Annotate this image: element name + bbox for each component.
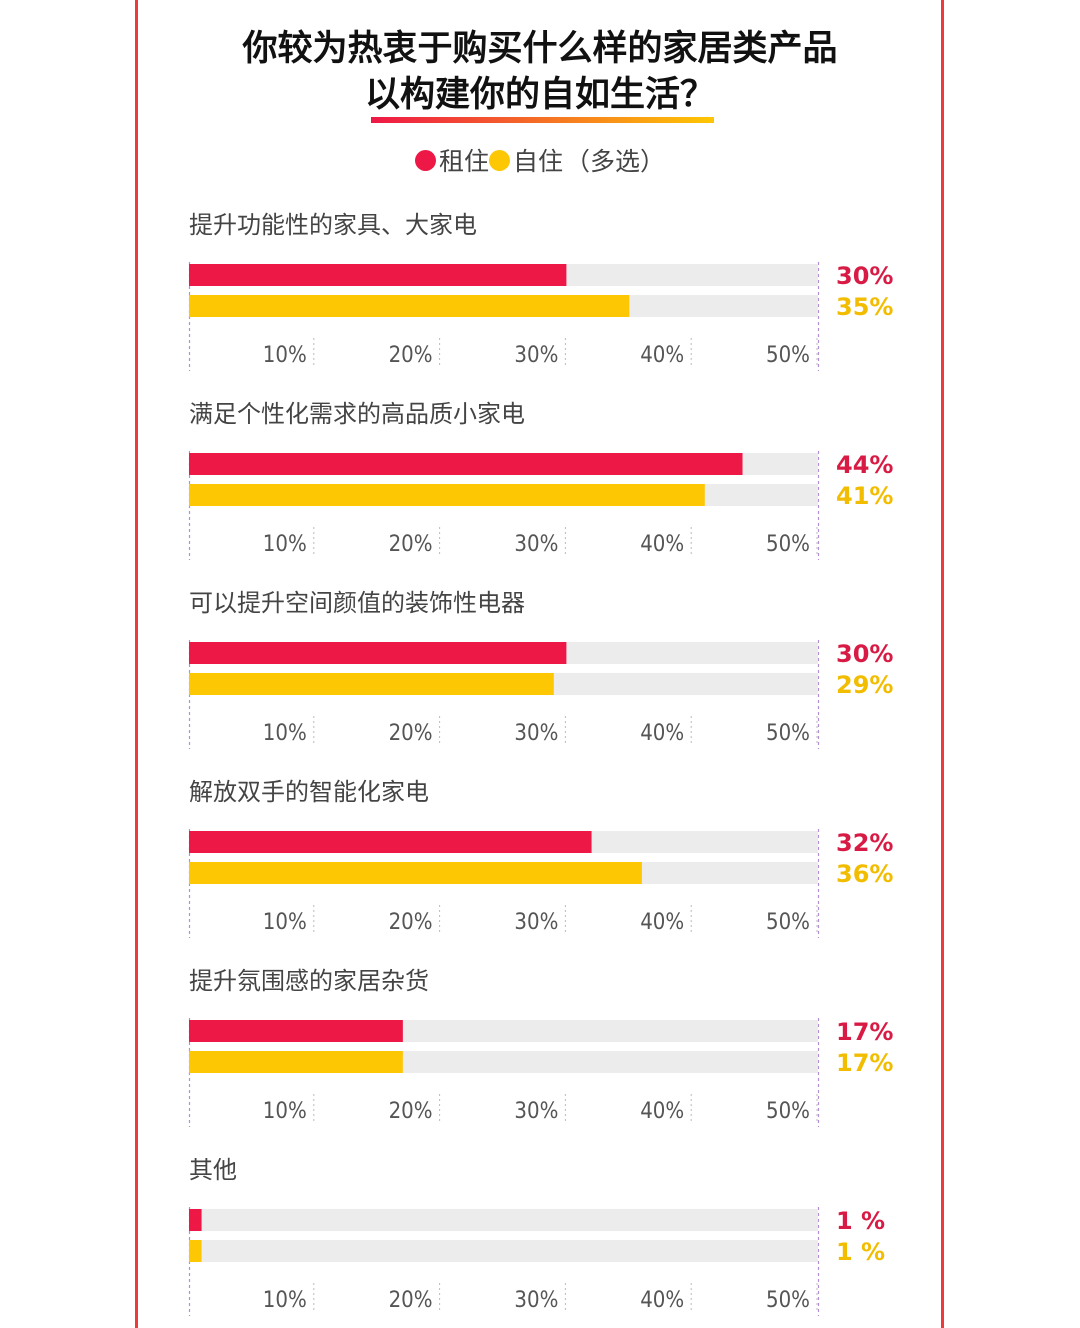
- tick-label: 40%: [640, 1288, 684, 1313]
- bar-own: [189, 673, 554, 695]
- bar-rent: [189, 264, 567, 286]
- tick-label: 50%: [766, 1099, 810, 1124]
- legend-swatch-own: [488, 149, 510, 171]
- category-label: 满足个性化需求的高品质小家电: [189, 400, 525, 428]
- tick-label: 20%: [389, 1288, 433, 1313]
- tick-label: 30%: [514, 721, 558, 746]
- value-label-rent: 1 %: [836, 1207, 885, 1235]
- bar-rent: [189, 1020, 403, 1042]
- tick-label: 50%: [766, 343, 810, 368]
- legend-item-own: 自住: [488, 142, 563, 178]
- chart-title-line2: 以构建你的自如生活？: [364, 75, 715, 115]
- bar-track-rent: [189, 1209, 818, 1231]
- category-group: 提升氛围感的家居杂货 17% 17% 10% 20% 30% 40% 50%: [188, 967, 893, 1127]
- tick-label: 30%: [514, 532, 558, 557]
- frame-line-left: [135, 0, 138, 1328]
- category-label: 可以提升空间颜值的装饰性电器: [189, 589, 525, 617]
- value-label-rent: 44%: [836, 451, 893, 479]
- title-underline: [371, 117, 714, 123]
- bar-own: [189, 1051, 403, 1073]
- tick-label: 10%: [263, 910, 307, 935]
- tick-label: 10%: [263, 1099, 307, 1124]
- legend-label-rent: 租住: [438, 147, 489, 176]
- category-label: 提升氛围感的家居杂货: [189, 967, 429, 995]
- legend: 租住 自住 （多选）: [0, 142, 1080, 178]
- legend-swatch-rent: [414, 149, 436, 171]
- legend-label-own: 自住: [512, 147, 563, 176]
- tick-label: 20%: [389, 343, 433, 368]
- category-group: 其他 1 % 1 % 10% 20% 30% 40% 50%: [188, 1156, 885, 1316]
- bar-own: [189, 295, 630, 317]
- tick-label: 40%: [640, 532, 684, 557]
- value-label-own: 17%: [836, 1049, 893, 1077]
- bar-own: [189, 1240, 202, 1262]
- tick-label: 30%: [514, 1288, 558, 1313]
- value-label-own: 41%: [836, 482, 893, 510]
- tick-label: 10%: [263, 1288, 307, 1313]
- legend-note: （多选）: [565, 147, 666, 176]
- tick-label: 40%: [640, 721, 684, 746]
- category-group: 提升功能性的家具、大家电 30% 35% 10% 20% 30% 40% 50%: [188, 211, 893, 371]
- category-label: 其他: [189, 1156, 237, 1184]
- bar-rent: [189, 1209, 202, 1231]
- bar-rent: [189, 831, 592, 853]
- bar-own: [189, 484, 705, 506]
- tick-label: 30%: [514, 910, 558, 935]
- category-group: 可以提升空间颜值的装饰性电器 30% 29% 10% 20% 30% 40% 50%: [188, 589, 893, 749]
- value-label-rent: 30%: [836, 262, 893, 290]
- tick-label: 10%: [263, 721, 307, 746]
- tick-label: 20%: [389, 721, 433, 746]
- tick-label: 10%: [263, 532, 307, 557]
- category-label: 提升功能性的家具、大家电: [189, 211, 477, 239]
- legend-item-rent: 租住: [414, 142, 489, 178]
- tick-label: 40%: [640, 910, 684, 935]
- tick-label: 20%: [389, 910, 433, 935]
- category-label: 解放双手的智能化家电: [189, 778, 429, 806]
- tick-label: 20%: [389, 532, 433, 557]
- tick-label: 20%: [389, 1099, 433, 1124]
- tick-label: 50%: [766, 910, 810, 935]
- bar-track-own: [189, 1240, 818, 1262]
- bar-rent: [189, 453, 743, 475]
- tick-label: 50%: [766, 1288, 810, 1313]
- tick-label: 30%: [514, 1099, 558, 1124]
- value-label-own: 35%: [836, 293, 893, 321]
- chart-title-line1: 你较为热衷于购买什么样的家居类产品: [242, 29, 838, 69]
- frame-line-right: [941, 0, 944, 1328]
- tick-label: 30%: [514, 343, 558, 368]
- tick-label: 10%: [263, 343, 307, 368]
- value-label-rent: 30%: [836, 640, 893, 668]
- value-label-rent: 17%: [836, 1018, 893, 1046]
- bar-rent: [189, 642, 567, 664]
- value-label-own: 1 %: [836, 1238, 885, 1266]
- tick-label: 50%: [766, 721, 810, 746]
- value-label-rent: 32%: [836, 829, 893, 857]
- category-group: 满足个性化需求的高品质小家电 44% 41% 10% 20% 30% 40% 50%: [188, 400, 893, 560]
- value-label-own: 29%: [836, 671, 893, 699]
- value-label-own: 36%: [836, 860, 893, 888]
- category-group: 解放双手的智能化家电 32% 36% 10% 20% 30% 40% 50%: [188, 778, 893, 938]
- tick-label: 50%: [766, 532, 810, 557]
- tick-label: 40%: [640, 343, 684, 368]
- bar-own: [189, 862, 642, 884]
- tick-label: 40%: [640, 1099, 684, 1124]
